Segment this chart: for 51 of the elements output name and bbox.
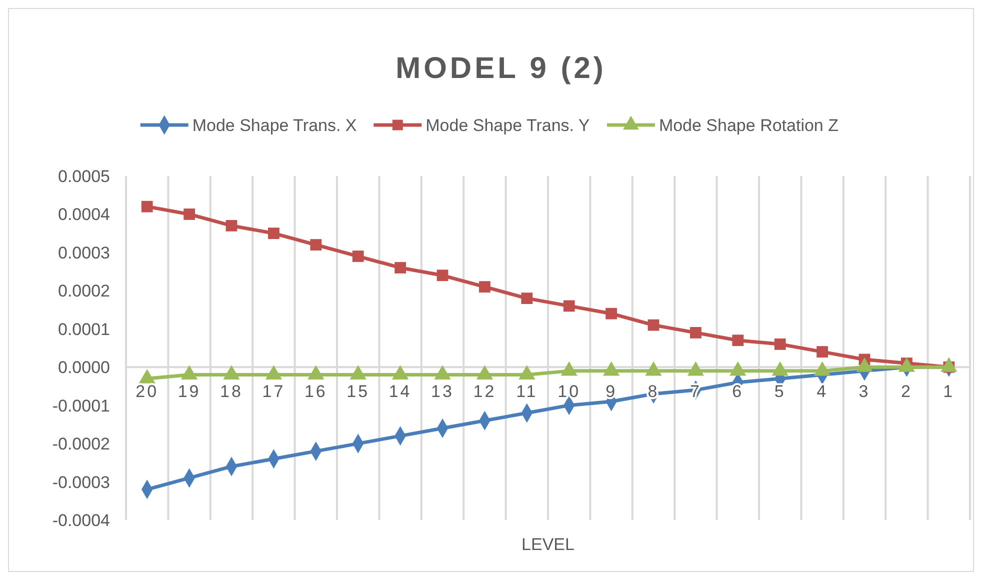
legend-label: Mode Shape Rotation Z bbox=[658, 116, 839, 135]
point bbox=[690, 327, 702, 338]
x-tick-label: 17 bbox=[262, 382, 286, 402]
point bbox=[648, 319, 660, 331]
x-tick-label: 19 bbox=[178, 382, 201, 402]
x-tick-label: 4 bbox=[816, 382, 828, 402]
y-tick-label: 0.0005 bbox=[58, 167, 110, 186]
x-tick-label: 6 bbox=[732, 382, 744, 402]
y-tick-label: 0.0004 bbox=[58, 205, 110, 224]
point bbox=[310, 239, 322, 250]
x-tick-label: 10 bbox=[558, 382, 581, 402]
x-tick-label: 1 bbox=[943, 382, 955, 402]
point bbox=[184, 208, 195, 220]
x-tick-label: 13 bbox=[431, 382, 454, 402]
point bbox=[268, 228, 280, 240]
y-tick-label: 0.0000 bbox=[58, 358, 110, 378]
point bbox=[479, 281, 490, 293]
x-tick-label: 15 bbox=[346, 382, 370, 402]
x-tick-label: 5 bbox=[774, 382, 786, 402]
x-tick-label: 18 bbox=[220, 382, 243, 402]
x-tick-label: 12 bbox=[473, 382, 496, 402]
y-tick-label: 0.0001 bbox=[58, 320, 110, 339]
y-tick-label: -0.0001 bbox=[52, 396, 110, 416]
point bbox=[141, 200, 153, 212]
point bbox=[521, 292, 533, 304]
point bbox=[352, 250, 364, 262]
point bbox=[774, 338, 786, 350]
x-tick-label: 8 bbox=[648, 382, 660, 402]
chart-title: MODEL 9 (2) bbox=[396, 52, 606, 85]
legend-label: Mode Shape Trans. X bbox=[192, 116, 357, 135]
x-tick-label: 11 bbox=[516, 382, 538, 402]
y-tick-label: -0.0003 bbox=[52, 472, 110, 492]
x-tick-label: 20 bbox=[136, 382, 159, 402]
point bbox=[563, 300, 575, 312]
x-tick-label: 16 bbox=[304, 382, 328, 402]
x-tick-label: 2 bbox=[900, 382, 912, 402]
point bbox=[816, 346, 828, 358]
x-tick-label: 14 bbox=[388, 382, 412, 402]
y-tick-label: 0.0003 bbox=[58, 243, 110, 262]
point bbox=[436, 270, 448, 282]
x-tick-label: 3 bbox=[858, 382, 870, 402]
y-tick-label: -0.0004 bbox=[52, 511, 110, 530]
y-tick-label: 0.0002 bbox=[58, 282, 110, 301]
point bbox=[394, 262, 406, 274]
point bbox=[226, 220, 238, 232]
x-tick-label: 7 bbox=[690, 382, 702, 402]
legend-label: Mode Shape Trans. Y bbox=[426, 116, 590, 135]
y-tick-label: -0.0002 bbox=[52, 434, 110, 454]
point bbox=[732, 334, 744, 346]
point bbox=[606, 308, 617, 320]
x-axis-title: LEVEL bbox=[522, 535, 574, 554]
